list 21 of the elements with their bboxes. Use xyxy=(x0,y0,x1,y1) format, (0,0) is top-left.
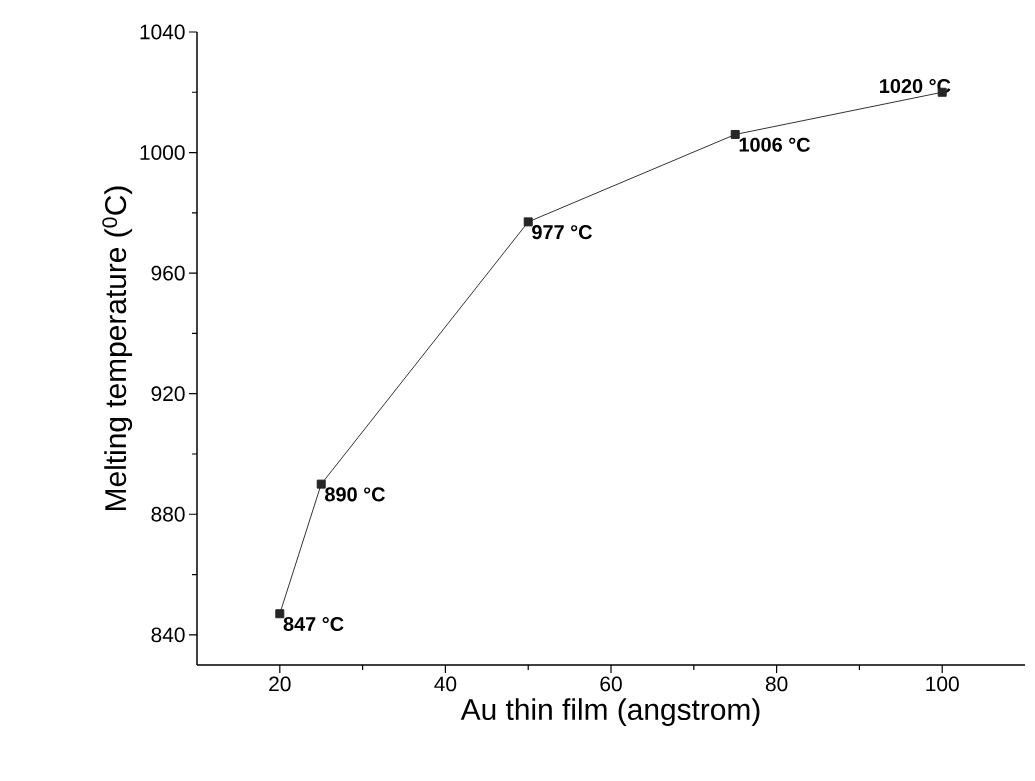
y-tick-label: 880 xyxy=(151,506,185,522)
data-label: 847 °C xyxy=(283,616,344,632)
x-tick-label: 20 xyxy=(269,676,291,692)
x-axis-title: Au thin film (angstrom) xyxy=(460,698,760,727)
y-tick-label: 920 xyxy=(151,386,185,402)
point xyxy=(730,129,740,139)
data-label: 1006 °C xyxy=(739,137,811,152)
data-label: 890 °C xyxy=(325,487,385,502)
x-tick-label: 80 xyxy=(765,676,788,692)
y-tick-label: 1000 xyxy=(140,145,185,160)
y-tick-label: 1040 xyxy=(140,24,185,40)
point xyxy=(275,609,285,619)
x-tick-label: 40 xyxy=(434,676,457,692)
point xyxy=(523,217,533,227)
point xyxy=(316,479,326,489)
x-tick-label: 60 xyxy=(600,676,622,692)
data-label: 977 °C xyxy=(532,225,592,240)
y-tick-label: 960 xyxy=(151,265,185,281)
y-tick-label: 840 xyxy=(151,627,185,643)
x-tick-label: 100 xyxy=(926,676,959,692)
y-axis-title: Melting temperature ($^{0}$C) xyxy=(102,186,133,510)
